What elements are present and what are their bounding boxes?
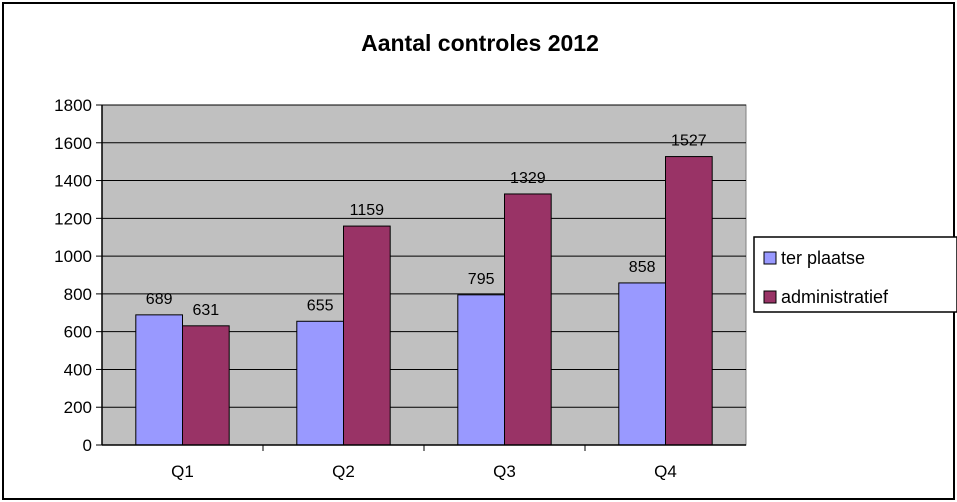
legend: ter plaatse administratief [753, 236, 957, 313]
x-tick-label: Q1 [171, 462, 194, 481]
bar-0-0 [135, 314, 183, 446]
y-tick-label: 1000 [54, 247, 92, 266]
data-label: 1527 [671, 133, 707, 150]
y-tick-label: 1800 [54, 96, 92, 115]
y-tick-label: 1400 [54, 172, 92, 191]
bar-0-3 [618, 282, 666, 446]
bar-1-3 [665, 156, 713, 446]
data-label: 1159 [350, 202, 385, 219]
legend-swatch [763, 251, 777, 265]
bar-0-1 [296, 320, 344, 446]
legend-label: administratief [781, 287, 889, 307]
x-tick-label: Q2 [332, 462, 355, 481]
bar-1-0 [182, 325, 230, 446]
legend-swatch [763, 290, 777, 304]
y-tick-label: 1200 [54, 209, 92, 228]
axes [96, 104, 746, 451]
data-label: 631 [192, 302, 219, 319]
y-tick-label: 200 [64, 398, 92, 417]
data-label: 655 [307, 297, 334, 314]
labels: 0 200 400 600 800 1000 1200 1400 1600 1800 Q1 689 63… [54, 96, 707, 481]
data-label: 1329 [510, 170, 546, 187]
y-tick-label: 400 [64, 360, 92, 379]
legend-label: ter plaatse [781, 248, 865, 268]
x-tick-label: Q3 [493, 462, 516, 481]
y-tick-label: 1600 [54, 134, 92, 153]
data-label: 795 [468, 271, 495, 288]
data-label: 689 [146, 291, 173, 308]
bar-0-2 [457, 294, 505, 446]
x-tick-label: Q4 [654, 462, 677, 481]
y-tick-label: 600 [64, 323, 92, 342]
bar-1-1 [343, 225, 391, 446]
legend-box [753, 236, 957, 313]
y-tick-label: 0 [83, 436, 92, 455]
bars [135, 156, 713, 446]
data-label: 858 [629, 259, 656, 276]
chart-title: Aantal controles 2012 [361, 30, 599, 56]
y-tick-label: 800 [64, 285, 92, 304]
bar-1-2 [504, 193, 552, 446]
